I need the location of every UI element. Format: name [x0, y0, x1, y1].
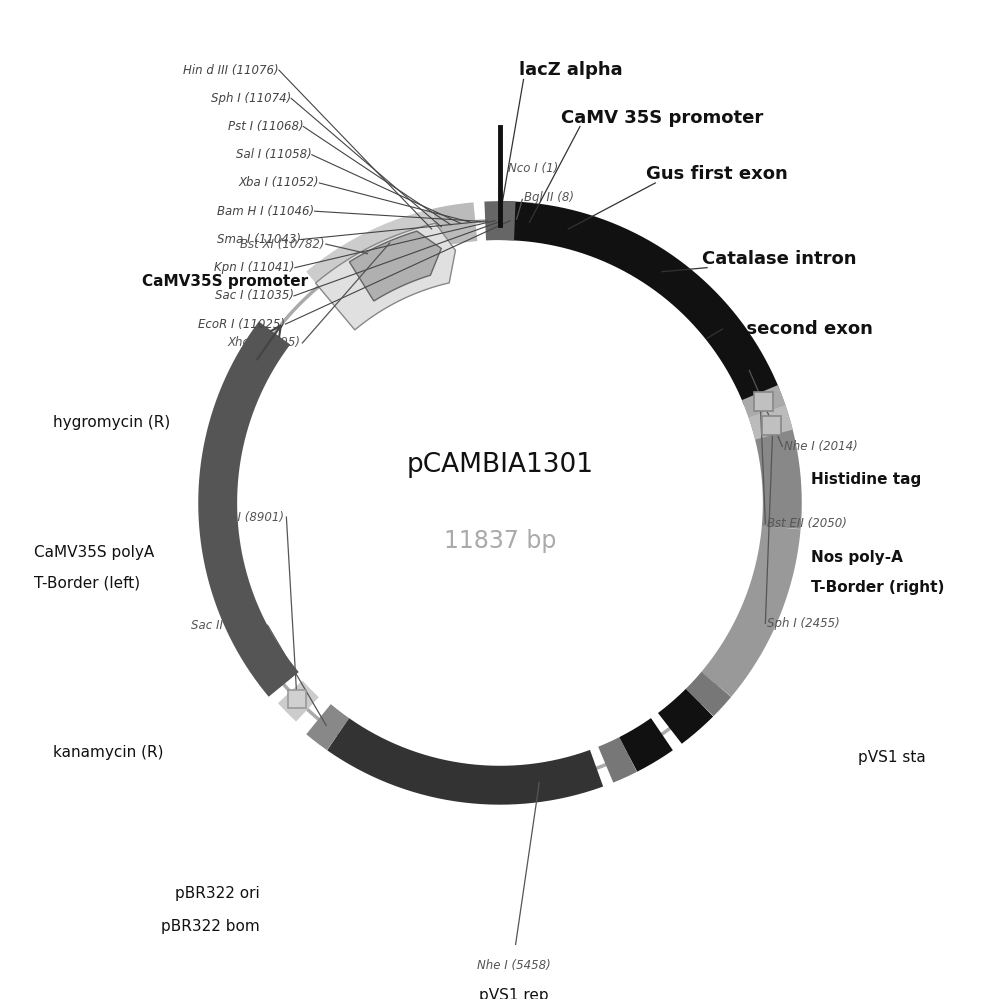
Text: Nco I (1): Nco I (1): [508, 163, 558, 176]
Text: Nos poly-A: Nos poly-A: [811, 550, 902, 565]
Text: pBR322 bom: pBR322 bom: [161, 919, 260, 934]
Text: pCAMBIA1301: pCAMBIA1301: [406, 453, 594, 479]
Text: Sph I (2455): Sph I (2455): [767, 616, 840, 630]
Text: 11837 bp: 11837 bp: [444, 528, 556, 552]
Text: Xho I (9995): Xho I (9995): [227, 337, 300, 350]
Text: CaMV35S promoter: CaMV35S promoter: [142, 275, 309, 290]
Text: Bam H I (11046): Bam H I (11046): [217, 205, 315, 218]
Text: lacZ alpha: lacZ alpha: [519, 62, 622, 80]
Text: CaMV35S polyA: CaMV35S polyA: [34, 545, 154, 560]
Text: Sac I (11035): Sac I (11035): [215, 290, 294, 303]
Bar: [762, 416, 781, 435]
Text: T-Border (left): T-Border (left): [34, 575, 140, 590]
Text: Kpn I (11041): Kpn I (11041): [214, 261, 295, 274]
Text: pVS1 rep: pVS1 rep: [479, 988, 549, 999]
Text: Xba I (11052): Xba I (11052): [239, 177, 319, 190]
Text: Hin d III (11076): Hin d III (11076): [183, 64, 279, 77]
Bar: [288, 689, 306, 708]
Text: Sal I (11058): Sal I (11058): [236, 148, 312, 161]
Text: Bst XI (10782): Bst XI (10782): [240, 238, 324, 251]
Text: hygromycin (R): hygromycin (R): [53, 416, 170, 431]
Polygon shape: [316, 223, 455, 330]
Polygon shape: [349, 231, 441, 301]
Text: Bgl II (8): Bgl II (8): [524, 191, 574, 204]
Text: Nhe I (5458): Nhe I (5458): [477, 959, 551, 972]
Text: Histidine tag: Histidine tag: [811, 472, 921, 487]
Text: Sac II (8383): Sac II (8383): [191, 618, 266, 631]
Text: Sph I (11074): Sph I (11074): [211, 92, 291, 105]
Text: pVS1 sta: pVS1 sta: [858, 749, 925, 764]
Text: Pst I (11068): Pst I (11068): [228, 120, 303, 133]
Text: CaMV 35S promoter: CaMV 35S promoter: [561, 109, 763, 127]
Text: kanamycin (R): kanamycin (R): [53, 745, 164, 760]
Bar: [754, 393, 773, 412]
Text: Xho I (8901): Xho I (8901): [211, 510, 284, 523]
Text: Catalase intron: Catalase intron: [702, 250, 857, 268]
Text: Bst EII (2050): Bst EII (2050): [767, 517, 847, 530]
Text: Sma I (11043): Sma I (11043): [217, 233, 301, 246]
Text: Gus second exon: Gus second exon: [702, 321, 873, 339]
Text: pBR322 ori: pBR322 ori: [175, 886, 260, 901]
Text: EcoR I (11025): EcoR I (11025): [198, 318, 285, 331]
Text: Gus first exon: Gus first exon: [646, 165, 788, 183]
Text: T-Border (right): T-Border (right): [811, 580, 944, 595]
Text: Nhe I (2014): Nhe I (2014): [784, 440, 858, 453]
